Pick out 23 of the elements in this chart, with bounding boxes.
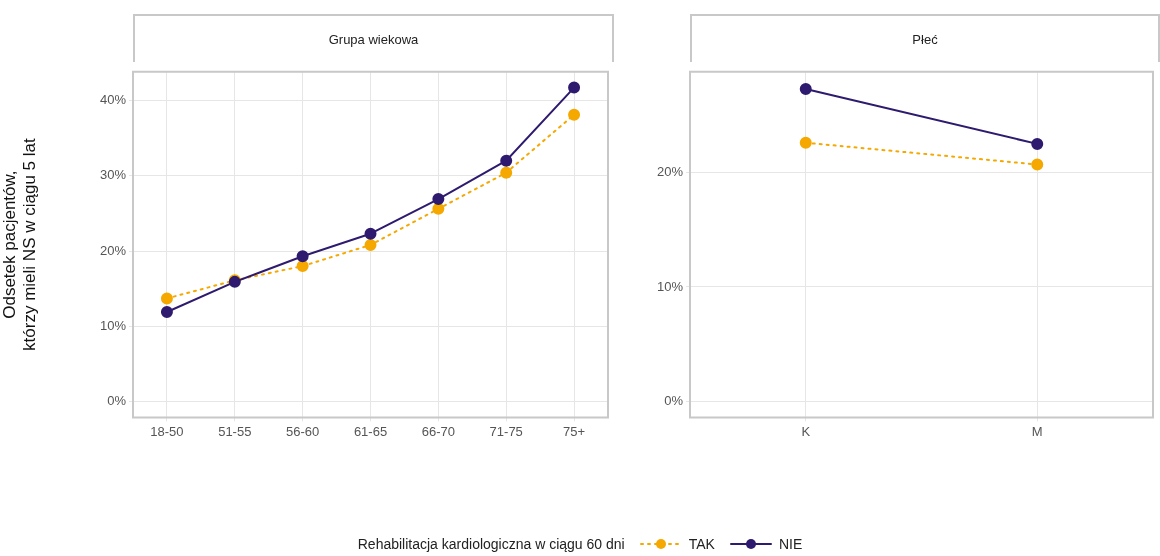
y-tick-label: 40% [99,91,127,107]
y-tick-label: 20% [656,164,684,180]
legend-label: NIE [778,536,803,552]
x-tick-label: K [801,423,811,439]
x-tick-label: 66-70 [421,423,455,439]
x-tick-label: M [1031,423,1043,439]
y-tick-label: 0% [107,393,127,409]
x-tick-label: 71-75 [489,423,523,439]
y-tick-label: 30% [99,167,127,183]
x-tick-label: 18-50 [150,423,184,439]
legend-title: Rehabilitacja kardiologiczna w ciągu 60 dni [357,536,625,552]
y-tick-label: 20% [99,242,127,258]
y-tick-label: 0% [664,392,684,408]
y-tick-label: 10% [656,278,684,294]
y-axis-title: Odsetek pacjentów, którzy mieli NS w ciągu 5 lat [0,138,40,351]
x-tick-label: 75+ [563,423,586,439]
chart-title: Grupa wiekowa [133,14,614,62]
chart-title: Płeć [690,14,1160,62]
y-tick-label: 10% [99,317,127,333]
x-tick-label: 56-60 [286,423,320,439]
legend-label: TAK [688,536,715,552]
x-tick-label: 61-65 [353,423,388,439]
x-tick-label: 51-55 [218,423,252,439]
